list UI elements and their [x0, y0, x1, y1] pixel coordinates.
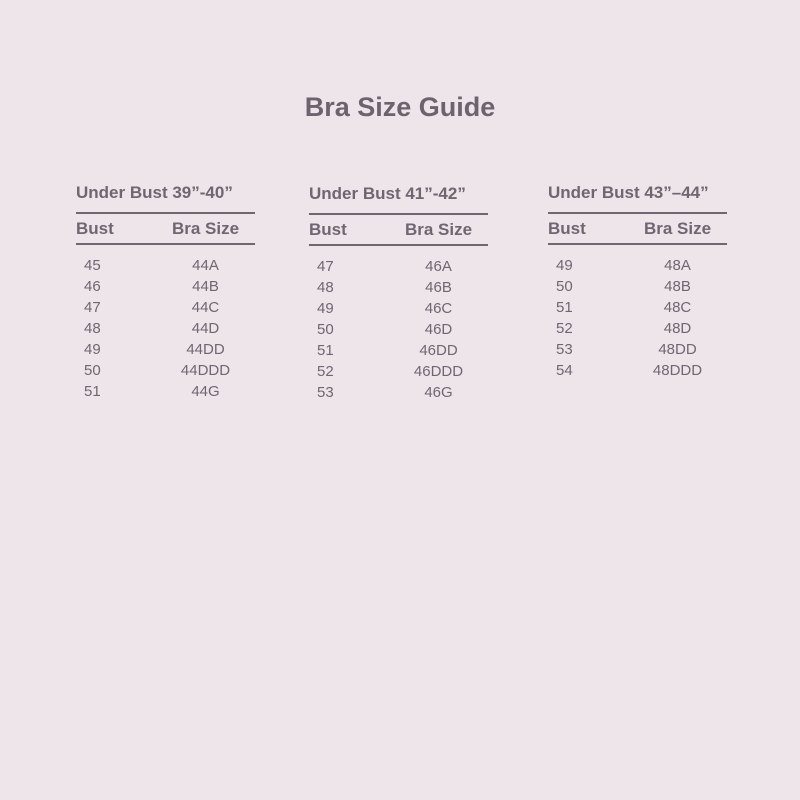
- divider: [309, 244, 488, 246]
- bust-cell: 51: [556, 299, 573, 316]
- column-headers: Bust Bra Size: [548, 215, 727, 243]
- column-headers: Bust Bra Size: [76, 215, 255, 243]
- divider: [548, 212, 727, 214]
- bust-cell: 46: [84, 278, 101, 295]
- divider: [548, 243, 727, 245]
- bust-cell: 49: [317, 300, 334, 317]
- table-row: 45 44A: [76, 255, 255, 276]
- table-row: 46 44B: [76, 276, 255, 297]
- table-row: 54 48DDD: [548, 360, 727, 381]
- bra-size-cell: 48B: [664, 278, 691, 295]
- table-row: 48 44D: [76, 318, 255, 339]
- table-row: 52 48D: [548, 318, 727, 339]
- size-table: Under Bust 43”–44” Bust Bra Size 49 48A …: [548, 182, 727, 381]
- size-table: Under Bust 39”-40” Bust Bra Size 45 44A …: [76, 182, 255, 402]
- bust-cell: 49: [84, 341, 101, 358]
- bust-cell: 50: [84, 362, 101, 379]
- bra-size-cell: 46DDD: [413, 363, 464, 380]
- bust-cell: 50: [556, 278, 573, 295]
- divider: [76, 243, 255, 245]
- bra-size-cell: 44DDD: [180, 362, 231, 379]
- bust-cell: 54: [556, 362, 573, 379]
- bra-size-cell: 44A: [192, 257, 219, 274]
- bust-cell: 49: [556, 257, 573, 274]
- column-header-bust: Bust: [309, 220, 347, 239]
- table-row: 51 48C: [548, 297, 727, 318]
- table-row: 48 46B: [309, 277, 488, 298]
- bra-size-cell: 48DD: [658, 341, 697, 358]
- bra-size-cell: 48A: [664, 257, 691, 274]
- bust-cell: 47: [317, 258, 334, 275]
- table-heading: Under Bust 39”-40”: [76, 183, 233, 202]
- bust-cell: 45: [84, 257, 101, 274]
- bra-size-cell: 46A: [425, 258, 452, 275]
- bust-cell: 48: [317, 279, 334, 296]
- bust-cell: 53: [556, 341, 573, 358]
- bra-size-cell: 46G: [424, 384, 453, 401]
- bra-size-cell: 44D: [191, 320, 220, 337]
- table-row: 51 44G: [76, 381, 255, 402]
- bra-size-cell: 46B: [425, 279, 452, 296]
- column-header-bra-size: Bra Size: [404, 220, 473, 239]
- table-row: 49 44DD: [76, 339, 255, 360]
- bra-size-cell: 46C: [424, 300, 453, 317]
- table-row: 52 46DDD: [309, 361, 488, 382]
- table-row: 50 44DDD: [76, 360, 255, 381]
- bra-size-cell: 46DD: [419, 342, 458, 359]
- table-row: 49 48A: [548, 255, 727, 276]
- divider: [309, 213, 488, 215]
- bust-cell: 50: [317, 321, 334, 338]
- table-row: 51 46DD: [309, 340, 488, 361]
- bra-size-cell: 48C: [663, 299, 692, 316]
- bust-cell: 51: [84, 383, 101, 400]
- table-row: 49 46C: [309, 298, 488, 319]
- page-title: Bra Size Guide: [304, 92, 496, 122]
- bra-size-cell: 44B: [192, 278, 219, 295]
- bra-size-cell: 48D: [663, 320, 692, 337]
- bra-size-cell: 44DD: [186, 341, 225, 358]
- bra-size-cell: 44C: [191, 299, 220, 316]
- size-table: Under Bust 41”-42” Bust Bra Size 47 46A …: [309, 183, 488, 403]
- bra-size-cell: 46D: [424, 321, 453, 338]
- bra-size-cell: 44G: [191, 383, 220, 400]
- column-header-bust: Bust: [548, 219, 586, 238]
- column-header-bra-size: Bra Size: [171, 219, 240, 238]
- column-header-bust: Bust: [76, 219, 114, 238]
- bust-cell: 52: [317, 363, 334, 380]
- table-row: 53 46G: [309, 382, 488, 403]
- bust-cell: 48: [84, 320, 101, 337]
- table-row: 53 48DD: [548, 339, 727, 360]
- bra-size-cell: 48DDD: [652, 362, 703, 379]
- table-heading: Under Bust 43”–44”: [548, 183, 709, 202]
- table-row: 47 44C: [76, 297, 255, 318]
- column-header-bra-size: Bra Size: [643, 219, 712, 238]
- column-headers: Bust Bra Size: [309, 216, 488, 244]
- bust-cell: 47: [84, 299, 101, 316]
- table-heading: Under Bust 41”-42”: [309, 184, 466, 203]
- divider: [76, 212, 255, 214]
- table-row: 50 48B: [548, 276, 727, 297]
- table-row: 50 46D: [309, 319, 488, 340]
- bust-cell: 53: [317, 384, 334, 401]
- bust-cell: 51: [317, 342, 334, 359]
- bust-cell: 52: [556, 320, 573, 337]
- table-row: 47 46A: [309, 256, 488, 277]
